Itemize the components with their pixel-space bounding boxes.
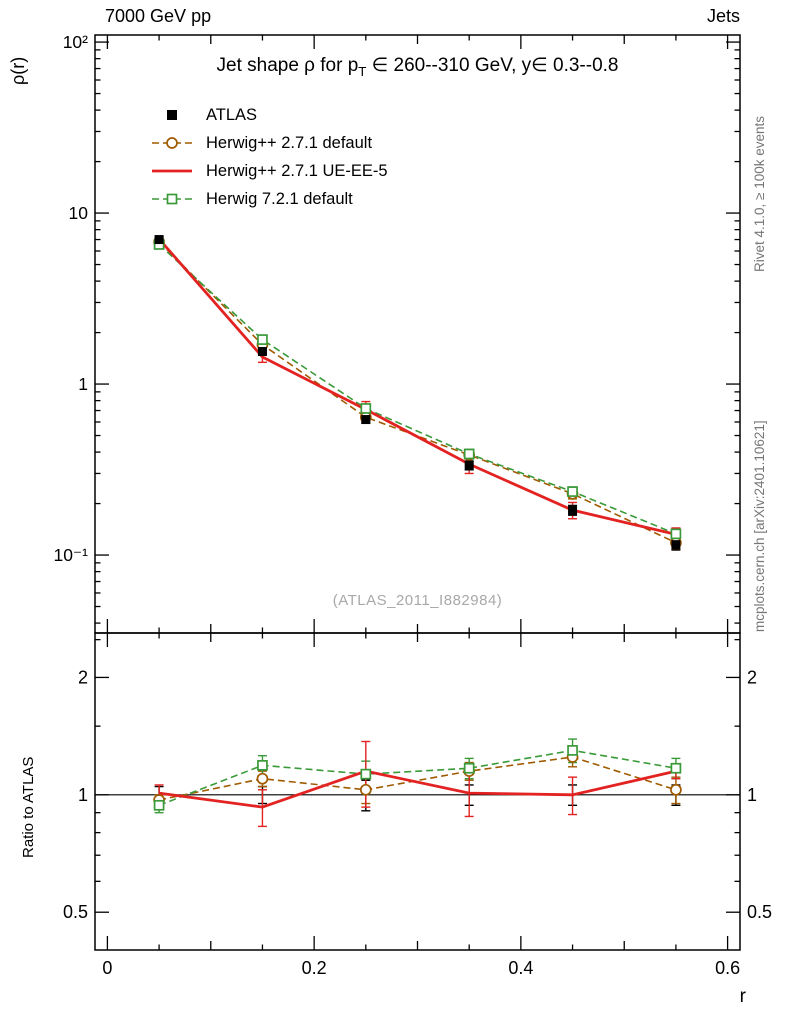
legend-label-herwigpp-ueee5: Herwig++ 2.7.1 UE-EE-5	[206, 161, 388, 180]
beam-energy-label: 7000 GeV pp	[105, 6, 212, 26]
plot-title-sub: T	[358, 63, 367, 79]
mcplots-arxiv-note: mcplots.cern.ch [arXiv:2401.10621]	[752, 420, 767, 632]
y-axis-label-ratio: Ratio to ATLAS	[20, 756, 37, 858]
legend-label-atlas: ATLAS	[206, 105, 258, 124]
legend-marker-herwig7-default	[152, 193, 192, 205]
legend-label-herwig7-default: Herwig 7.2.1 default	[206, 189, 353, 208]
plot-title: Jet shape ρ for pT ∈ 260--310 GeV, y∈ 0.…	[95, 54, 740, 79]
legend-item-atlas: ATLAS	[150, 104, 388, 126]
svg-text:1: 1	[78, 374, 88, 394]
legend-item-herwigpp-default: Herwig++ 2.7.1 default	[150, 132, 388, 154]
legend-item-herwig7-default: Herwig 7.2.1 default	[150, 188, 388, 210]
svg-text:0.4: 0.4	[508, 958, 533, 978]
svg-text:0: 0	[102, 958, 112, 978]
process-label: Jets	[706, 6, 740, 26]
svg-text:0.5: 0.5	[63, 902, 88, 922]
svg-text:1: 1	[78, 785, 88, 805]
legend-marker-herwigpp-ueee5	[152, 169, 192, 173]
rivet-version-note: Rivet 4.1.0, ≥ 100k events	[752, 116, 767, 272]
plot-title-pre: Jet shape ρ for p	[216, 55, 359, 76]
svg-text:10: 10	[69, 203, 89, 223]
svg-text:0.2: 0.2	[302, 958, 327, 978]
svg-text:2: 2	[747, 667, 757, 687]
ratio-panel-series	[153, 738, 682, 828]
svg-text:0.5: 0.5	[747, 902, 772, 922]
y-axis-label-top: ρ(r)	[8, 56, 28, 85]
legend: ATLAS Herwig++ 2.7.1 default Herwig++ 2.…	[150, 104, 388, 210]
svg-text:2: 2	[78, 667, 88, 687]
legend-label-herwigpp-default: Herwig++ 2.7.1 default	[206, 133, 373, 152]
legend-marker-atlas	[167, 110, 177, 120]
x-axis-label: r	[739, 986, 746, 1007]
svg-text:1: 1	[747, 785, 757, 805]
axis-tick-labels: 0 0.2 0.4 0.6 10² 10 1 10⁻¹ 2 2 1 1 0.5 0.5	[53, 32, 772, 978]
legend-marker-herwigpp-default	[152, 137, 192, 149]
svg-text:0.6: 0.6	[715, 958, 740, 978]
plot-title-post: ∈ 260--310 GeV, y∈ 0.3--0.8	[366, 55, 619, 76]
svg-text:10²: 10²	[63, 32, 88, 52]
legend-item-herwigpp-ueee5: Herwig++ 2.7.1 UE-EE-5	[150, 160, 388, 182]
analysis-id-watermark: (ATLAS_2011_I882984)	[332, 592, 503, 609]
axis-ticks	[95, 35, 740, 950]
svg-text:10⁻¹: 10⁻¹	[53, 545, 88, 565]
top-panel-series	[153, 235, 682, 551]
